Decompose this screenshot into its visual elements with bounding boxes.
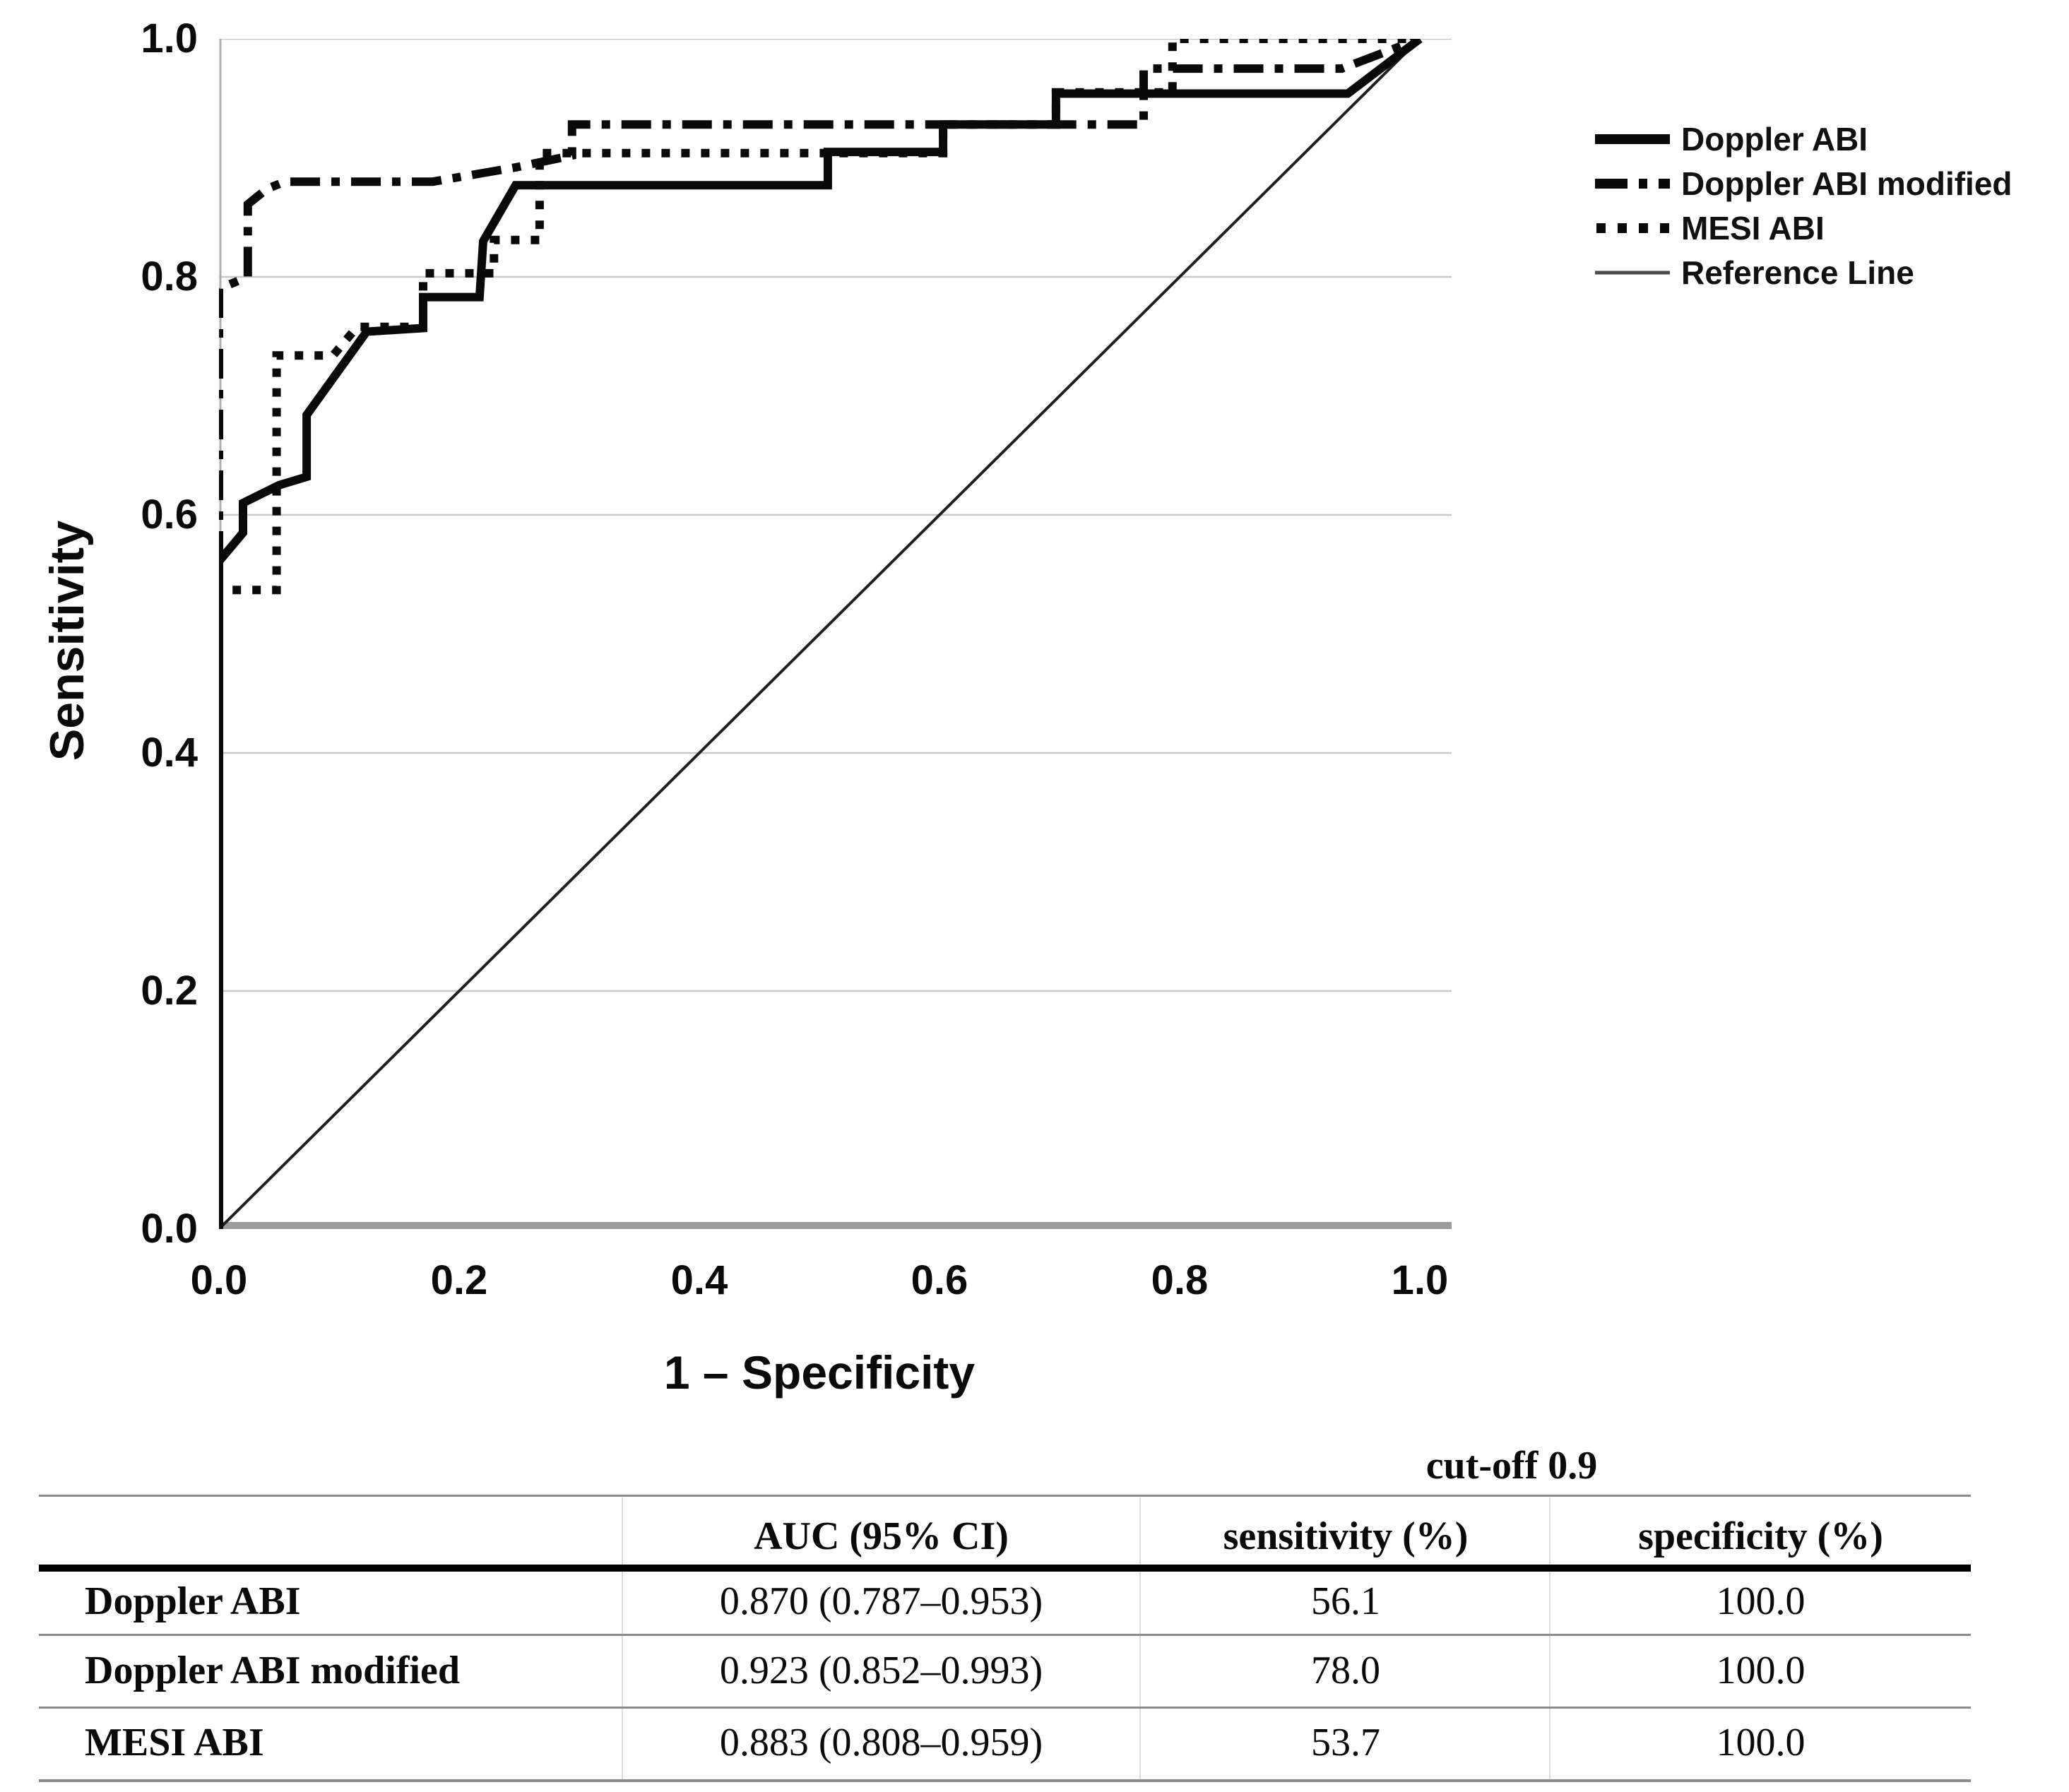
table-row-label: Doppler ABI modified	[85, 1649, 461, 1692]
legend-label: Doppler ABI modified	[1681, 165, 2012, 202]
table-cell-sensitivity: 78.0	[1311, 1649, 1380, 1692]
table-cell-auc: 0.870 (0.787–0.953)	[719, 1579, 1043, 1623]
table-cell-specificity: 100.0	[1716, 1649, 1806, 1692]
roc-curves	[219, 39, 1423, 1229]
gridlines	[219, 39, 1452, 992]
x-tick-label: 0.4	[670, 1257, 728, 1303]
table-column-divider	[622, 1497, 623, 1781]
table-rule-bottom	[39, 1779, 1971, 1782]
y-tick-label: 0.8	[141, 254, 198, 299]
roc-plot	[219, 39, 1452, 1229]
table-cell-specificity: 100.0	[1716, 1579, 1806, 1623]
table-row-label: Doppler ABI	[85, 1579, 301, 1623]
column-header-specificity: specificity (%)	[1638, 1514, 1883, 1558]
legend: Doppler ABI Doppler ABI modified MESI AB…	[1595, 117, 2012, 295]
column-header-auc: AUC (95% CI)	[754, 1514, 1009, 1558]
table-cell-auc: 0.923 (0.852–0.993)	[719, 1649, 1043, 1692]
legend-item: Doppler ABI	[1595, 117, 2012, 161]
table-column-divider	[1139, 1497, 1141, 1781]
legend-label: MESI ABI	[1681, 209, 1825, 247]
y-tick-label: 0.0	[141, 1206, 198, 1252]
dotted-line-icon	[1596, 222, 1670, 233]
table-cell-sensitivity: 56.1	[1311, 1579, 1380, 1623]
table-rule-thick	[39, 1565, 1971, 1572]
curve-reference-line	[219, 39, 1421, 1229]
x-tick-label: 0.2	[430, 1257, 488, 1303]
x-tick-label: 0.8	[1151, 1257, 1209, 1303]
table-column-divider	[1549, 1497, 1551, 1781]
x-tick-label: 0.6	[911, 1257, 968, 1303]
y-tick-label: 0.2	[141, 968, 198, 1014]
y-axis-title: Sensitivity	[40, 520, 94, 761]
table-row-label: MESI ABI	[85, 1721, 264, 1764]
column-header-sensitivity: sensitivity (%)	[1223, 1514, 1469, 1558]
thin-line-icon	[1595, 271, 1670, 274]
curve-doppler-abi	[219, 39, 1423, 1229]
table-cell-auc: 0.883 (0.808–0.959)	[719, 1721, 1043, 1764]
x-axis-title: 1 – Specificity	[663, 1346, 976, 1399]
legend-item: Reference Line	[1595, 250, 2012, 295]
legend-item: Doppler ABI modified	[1595, 161, 2012, 206]
table-cell-sensitivity: 53.7	[1311, 1721, 1380, 1764]
legend-label: Reference Line	[1681, 254, 1914, 291]
y-tick-label: 1.0	[141, 16, 198, 61]
x-tick-label: 0.0	[190, 1257, 248, 1303]
legend-label: Doppler ABI	[1681, 120, 1868, 158]
table-rule-top	[39, 1495, 1971, 1497]
dash-dot-line-icon	[1595, 178, 1670, 189]
table-rule-row	[39, 1707, 1971, 1709]
y-tick-label: 0.4	[141, 730, 198, 776]
solid-line-icon	[1595, 133, 1670, 144]
y-tick-label: 0.6	[141, 492, 198, 538]
table-group-header: cut-off 0.9	[1425, 1444, 1598, 1488]
x-tick-label: 1.0	[1391, 1257, 1449, 1303]
legend-item: MESI ABI	[1595, 206, 2012, 250]
table-cell-specificity: 100.0	[1716, 1721, 1806, 1764]
curve-doppler-abi-modified	[219, 39, 1422, 1229]
table-rule-row	[39, 1634, 1971, 1636]
